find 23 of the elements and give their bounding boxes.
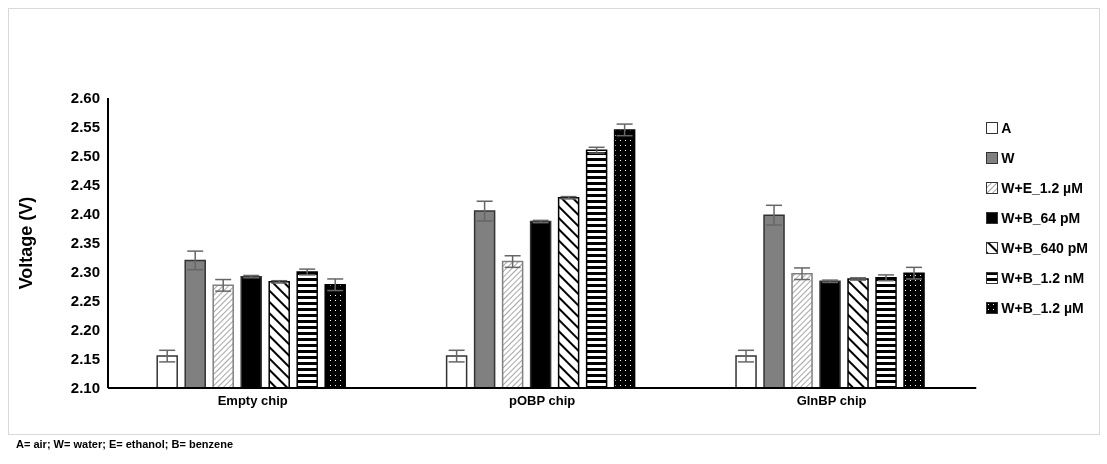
legend-label: W+B_64 pM xyxy=(1001,210,1081,226)
y-tick-label: 2.55 xyxy=(70,118,100,136)
y-tick-label: 2.50 xyxy=(70,147,100,165)
legend-label: W+B_640 pM xyxy=(1001,240,1088,256)
y-tick-label: 2.20 xyxy=(70,321,100,339)
y-tick-label: 2.30 xyxy=(70,263,100,281)
y-tick-label: 2.60 xyxy=(70,89,100,107)
legend-label: A xyxy=(1001,120,1012,136)
x-tick-label: GlnBP chip xyxy=(796,393,867,409)
x-tick-label: pOBP chip xyxy=(509,393,576,409)
legend-label: W+E_1.2 µM xyxy=(1001,180,1083,196)
y-tick-label: 2.45 xyxy=(70,176,100,194)
legend-label: W xyxy=(1001,150,1015,166)
x-tick-label: Empty chip xyxy=(217,393,288,409)
legend-label: W+B_1.2 µM xyxy=(1001,300,1084,316)
text: A= air; W= water; E= ethanol; B= benzene xyxy=(16,438,233,450)
y-tick-label: 2.40 xyxy=(70,205,100,223)
y-axis-title: Voltage (V) xyxy=(16,196,37,290)
y-tick-label: 2.10 xyxy=(70,379,100,397)
legend-label: W+B_1.2 nM xyxy=(1001,270,1085,286)
y-tick-label: 2.35 xyxy=(70,234,100,252)
y-tick-label: 2.15 xyxy=(70,350,100,368)
y-tick-label: 2.25 xyxy=(70,292,100,310)
